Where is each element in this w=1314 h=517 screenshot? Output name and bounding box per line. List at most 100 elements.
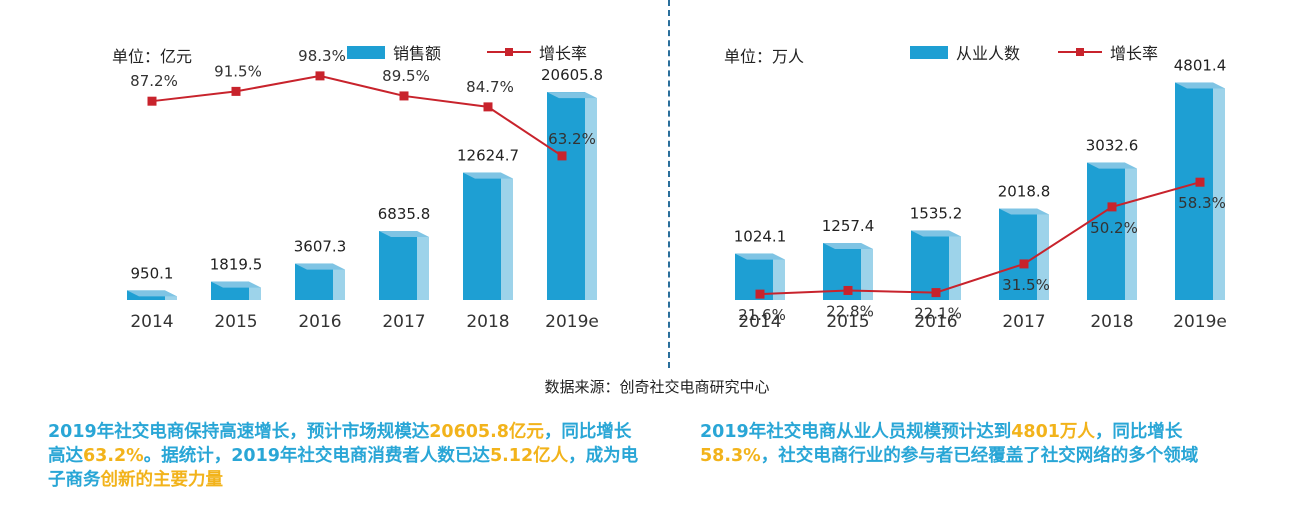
caption-text: ，社交电商行业的参与者已经覆盖了社交网络的多个领域: [760, 446, 1199, 466]
caption-text: ，同比增长: [1094, 422, 1183, 442]
x-tick-label: 2018: [466, 312, 509, 332]
chart-svg: 单位：万人 从业人数 增长率 1024.1 1257.4 1535.2 2018.8 3032…: [724, 44, 1227, 332]
growth-rate-point: [1107, 202, 1117, 212]
sales-chart: 单位：亿元 销售额 增长率 950.1 1819.5 3607.3 6835.8 12624.…: [0, 0, 660, 360]
growth-rate-label: 58.3%: [1178, 194, 1226, 212]
bar-front: [547, 92, 585, 300]
bar: [999, 208, 1049, 300]
bar-value-label: 12624.7: [457, 147, 519, 165]
bar-front: [911, 230, 949, 300]
bar-value-label: 20605.8: [541, 66, 603, 84]
x-tick-label: 2016: [298, 312, 341, 332]
legend-bar-label: 从业人数: [956, 44, 1020, 63]
bar-side: [773, 253, 785, 300]
bar: [547, 92, 597, 300]
legend: 从业人数 增长率: [910, 44, 1158, 63]
unit-label: 单位：亿元: [112, 47, 192, 66]
growth-rate-point: [315, 71, 325, 81]
bar-value-label: 950.1: [131, 264, 174, 282]
bar-top: [379, 231, 429, 238]
growth-rate-label: 21.6%: [738, 306, 786, 324]
caption-text: ，成为电子商务: [48, 446, 639, 490]
x-tick-label: 2015: [214, 312, 257, 332]
bar-top: [911, 230, 961, 237]
bar-value-label: 3032.6: [1086, 137, 1139, 155]
bar-top: [823, 243, 873, 250]
caption-text: ，同比增长高达: [48, 422, 632, 466]
bar-top: [999, 208, 1049, 215]
bar-value-label: 6835.8: [378, 205, 431, 223]
bar-top: [211, 281, 261, 288]
bar-side: [861, 243, 873, 300]
unit-label: 单位：万人: [724, 47, 804, 66]
bar-value-label: 1535.2: [910, 204, 963, 222]
caption-highlight: 4801万人: [1011, 422, 1095, 442]
bar-front: [1087, 162, 1125, 300]
legend: 销售额 增长率: [347, 44, 587, 63]
growth-rate-label: 89.5%: [382, 67, 430, 85]
caption-text: 2019年社交电商从业人员规模预计达到: [700, 422, 1012, 442]
x-tick-label: 2018: [1090, 312, 1133, 332]
growth-rate-label: 63.2%: [548, 130, 596, 148]
bar-side: [1037, 208, 1049, 300]
growth-rate-point: [843, 285, 853, 295]
bar: [379, 231, 429, 300]
growth-rate-label: 22.1%: [914, 305, 962, 323]
growth-rate-point: [483, 102, 493, 112]
growth-rate-label: 31.5%: [1002, 276, 1050, 294]
growth-rate-label: 22.8%: [826, 302, 874, 320]
bar-front: [379, 231, 417, 300]
bar: [295, 263, 345, 300]
growth-rate-label: 84.7%: [466, 78, 514, 96]
x-tick-label: 2019e: [1173, 312, 1227, 332]
bar-top: [127, 290, 177, 297]
x-tick-label: 2016: [914, 312, 957, 332]
bar-value-label: 2018.8: [998, 183, 1051, 201]
legend-line-marker: [505, 48, 513, 56]
bar-top: [295, 263, 345, 270]
bar: [911, 230, 961, 300]
data-source: 数据来源：创奇社交电商研究中心: [544, 378, 770, 396]
x-tick-label: 2015: [826, 312, 869, 332]
growth-rate-label: 87.2%: [130, 72, 178, 90]
legend-bar-label: 销售额: [393, 44, 441, 63]
bar-front: [1175, 82, 1213, 300]
x-tick-label: 2017: [1002, 312, 1045, 332]
growth-rate-label: 91.5%: [214, 62, 262, 80]
bar-top: [547, 92, 597, 99]
caption-highlight: 创新的主要力量: [100, 470, 224, 490]
growth-rate-point: [147, 96, 157, 106]
x-tick-label: 2014: [738, 312, 781, 332]
bar-value-label: 3607.3: [294, 238, 347, 256]
bar-side: [949, 230, 961, 300]
bar-front: [463, 172, 501, 300]
bar: [463, 172, 513, 300]
x-tick-label: 2014: [130, 312, 173, 332]
bar: [211, 281, 261, 300]
growth-rate-point: [1019, 259, 1029, 269]
bar-top: [735, 253, 785, 260]
legend-line-marker: [1076, 48, 1084, 56]
bar-value-label: 1257.4: [822, 217, 875, 235]
growth-rate-point: [755, 289, 765, 299]
growth-rate-line: [759, 181, 1201, 296]
bar-top: [1087, 162, 1137, 169]
chart-svg: 单位：亿元 销售额 增长率 950.1 1819.5 3607.3 6835.8 12624.…: [112, 44, 603, 332]
bar-front: [295, 263, 333, 300]
growth-rate-point: [1195, 177, 1205, 187]
bar-side: [1125, 162, 1137, 300]
caption-highlight: 58.3%: [700, 446, 761, 466]
growth-rate-point: [557, 151, 567, 161]
bar: [1175, 82, 1225, 300]
chart-divider: [668, 0, 670, 368]
growth-rate-point: [231, 86, 241, 96]
bar-side: [1213, 82, 1225, 300]
employment-chart: 单位：万人 从业人数 增长率 1024.1 1257.4 1535.2 2018.8 3032…: [672, 0, 1314, 360]
bar-front: [735, 253, 773, 300]
x-tick-label: 2017: [382, 312, 425, 332]
legend-bar-swatch: [347, 46, 385, 59]
bar-value-label: 1024.1: [734, 228, 787, 246]
growth-rate-point: [399, 91, 409, 101]
caption-highlight: 63.2%: [83, 446, 144, 466]
caption-left: 2019年社交电商保持高速增长，预计市场规模达20605.8亿元，同比增长高达6…: [48, 420, 648, 492]
